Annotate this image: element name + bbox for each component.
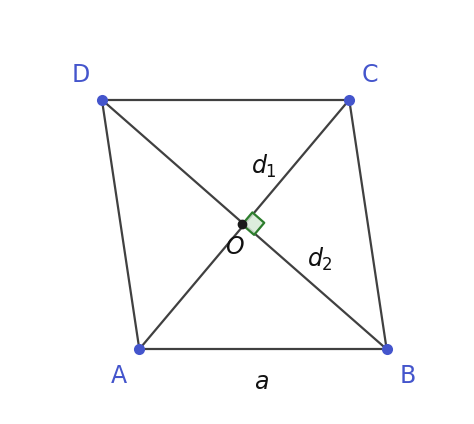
Text: $d_1$: $d_1$ [251, 153, 277, 180]
Text: $d_2$: $d_2$ [307, 246, 333, 273]
Text: C: C [362, 63, 378, 87]
Text: $a$: $a$ [255, 371, 269, 394]
Text: D: D [72, 63, 90, 87]
Text: B: B [399, 364, 416, 388]
Polygon shape [242, 212, 264, 235]
Text: A: A [110, 364, 127, 388]
Text: $O$: $O$ [225, 235, 245, 259]
